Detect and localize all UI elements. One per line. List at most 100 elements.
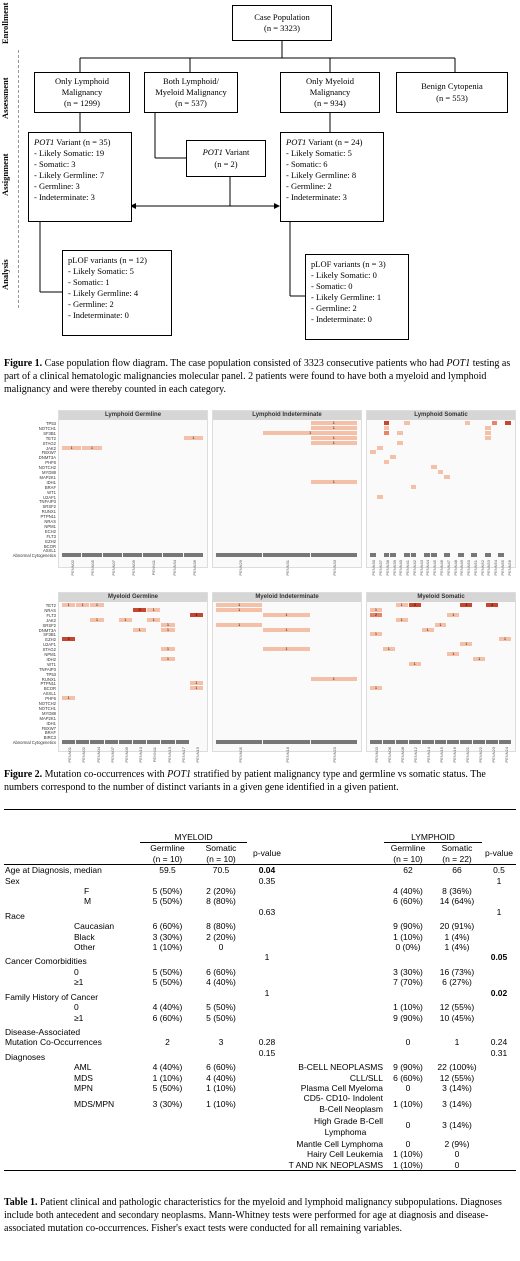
gene-label: BCOR: [43, 543, 56, 549]
gene-label: TET2: [45, 435, 56, 441]
cytogenetics-mark: [408, 740, 421, 745]
table-row: MDS 1 (10%) 4 (40%) CLL/SLL 6 (60%) 12 (…: [74, 1072, 475, 1083]
patient-id-label: PENN54: [493, 560, 499, 576]
cytogenetics-mark: [122, 553, 143, 558]
both-variant-box: POT1 Variant (n = 2): [186, 140, 266, 177]
gene-label: U2AF1: [42, 494, 56, 500]
patient-id-label: PENN18: [285, 747, 290, 763]
gene-label: PHF6: [45, 460, 56, 466]
patient-id-label: PENN29: [237, 560, 243, 576]
heatmap-cell: 1: [90, 603, 104, 608]
cytogenetics-mark: [486, 740, 499, 745]
panel-myeloid-indeterminate: Myeloid Indeterminate: [212, 592, 362, 752]
gene-label: ASXL1: [42, 548, 56, 554]
heatmap-cell: 1: [216, 622, 263, 627]
gene-label: IDH1: [46, 479, 56, 485]
gene-label: BCOR: [43, 686, 56, 692]
gene-label: DNMT3A: [38, 455, 56, 461]
table-row: MYELOID LYMPHOID: [4, 832, 516, 844]
gene-label: BRAF: [44, 484, 56, 490]
table-row: Hairy Cell Leukemia 1 (10%) 0: [306, 1149, 460, 1160]
panel-lymphoid-germline: Lymphoid Germline: [58, 410, 208, 568]
heatmap-cell: 1: [370, 686, 382, 691]
panel-lymphoid-somatic: Lymphoid Somatic: [366, 410, 516, 568]
gene-label: FBXW7: [41, 725, 56, 731]
heatmap-cell: 1: [370, 632, 382, 637]
lymphoid-variant-box: POT1 Variant (n = 35) - Likely Somatic: …: [28, 132, 132, 222]
table-row: AML 4 (40%) 6 (60%) B-CELL NEOPLASMS 9 (…: [74, 1062, 477, 1073]
heatmap-cell: [403, 421, 410, 426]
heatmap-cell: 3: [408, 603, 421, 608]
cytogenetics-mark: [424, 553, 430, 558]
heatmap-cell: 1: [189, 681, 203, 686]
gene-label: DNMT3A: [38, 627, 56, 633]
heatmap-cell: 1: [147, 617, 161, 622]
gene-label: JAK2: [45, 617, 56, 623]
cytogenetics-mark: [216, 740, 263, 745]
heatmap-cell: 1: [310, 676, 357, 681]
heatmap-cell: [397, 430, 403, 435]
heatmap-cell: 1: [62, 603, 76, 608]
patient-id-label: PENN55: [499, 560, 505, 576]
heatmap-cell: 1: [90, 617, 104, 622]
patient-id-label: PENN31: [285, 560, 290, 576]
gene-label: MYD88: [42, 470, 56, 475]
cytogenetics-mark: [175, 740, 189, 745]
myeloid-plof-box: pLOF variants (n = 3) - Likely Somatic: …: [305, 254, 409, 340]
heatmap-cell: 1: [499, 637, 511, 642]
heatmap-cell: 1: [382, 647, 395, 652]
heatmap-cell: 1: [263, 430, 357, 435]
table-row: Race 0.63 1: [5, 906, 502, 921]
figure2-caption: Figure 2. Mutation co-occurrences with P…: [4, 769, 486, 793]
cytogenetics-mark: [403, 553, 410, 558]
patient-id-label: PENN37: [378, 560, 384, 576]
gene-label: NOTCH1: [38, 705, 56, 711]
patient-id-label: PENN08: [400, 747, 406, 763]
both-malignancy-box: Both Lymphoid/ Myeloid Malignancy (n = 5…: [144, 72, 238, 113]
heatmap-cell: [383, 430, 390, 435]
heatmap-cell: [376, 445, 383, 450]
panel-title: Lymphoid Indeterminate: [213, 411, 361, 420]
table-row: Sex 0.35 1: [5, 875, 502, 886]
gene-label: PTPN11: [40, 681, 56, 687]
heatmap-cell: [410, 484, 417, 489]
patient-id-label: PENN39: [391, 560, 397, 576]
cytogenetics-mark: [118, 740, 132, 745]
heatmap-cell: [505, 421, 511, 426]
patient-id-label: PENN06: [387, 747, 393, 763]
mutation-heatmap: Lymphoid Germline Lymphoid Indeterminate…: [0, 410, 520, 810]
heatmap-cell: [444, 474, 451, 479]
gene-label: SRSF2: [42, 622, 57, 628]
gene-label: TET2: [45, 603, 56, 608]
cytogenetics-mark: [457, 553, 464, 558]
table-row: Diagnoses 0.15 0.31: [5, 1047, 508, 1062]
cytogenetics-mark: [499, 740, 511, 745]
cytogenetics-mark: [484, 553, 491, 558]
heatmap-cell: [383, 421, 390, 426]
gene-label: WT1: [47, 661, 56, 667]
gene-label: SF3B1: [43, 632, 56, 638]
heatmap-cell: 1: [460, 642, 473, 647]
patient-id-label: PENN24: [503, 747, 509, 763]
patient-id-label: PENN05: [90, 560, 96, 576]
patient-id-label: PENN49: [459, 560, 465, 576]
cytogenetics-mark: [263, 740, 310, 745]
table-row: Disease-Associated Mutation Co-Occurrence…: [5, 1026, 508, 1048]
patient-id-label: PENN11: [151, 560, 157, 576]
heatmap-cell: 1: [161, 656, 175, 661]
heatmap-cell: [437, 470, 444, 475]
patient-id-label: PENN02: [70, 560, 76, 576]
table-row: F 5 (50%) 2 (20%) 4 (40%) 8 (36%): [84, 886, 472, 897]
patient-id-label: PENN43: [418, 560, 424, 576]
stage-divider: [18, 50, 21, 308]
patient-id-label: PENN41: [405, 560, 411, 576]
cytogenetics-mark: [143, 553, 163, 558]
patient-id-label: PENN53: [486, 560, 492, 576]
heatmap-cell: 1: [161, 627, 175, 632]
myeloid-header: MYELOID: [140, 832, 247, 844]
gene-label: Abnormal Cytogenetics: [12, 740, 56, 746]
table1-caption: Table 1. Patient clinical and pathologic…: [4, 1197, 502, 1234]
panel-myeloid-somatic: Myeloid Somatic: [366, 592, 516, 752]
patient-id-label: PENN09: [123, 747, 129, 763]
gene-label: JAK2: [45, 445, 56, 451]
